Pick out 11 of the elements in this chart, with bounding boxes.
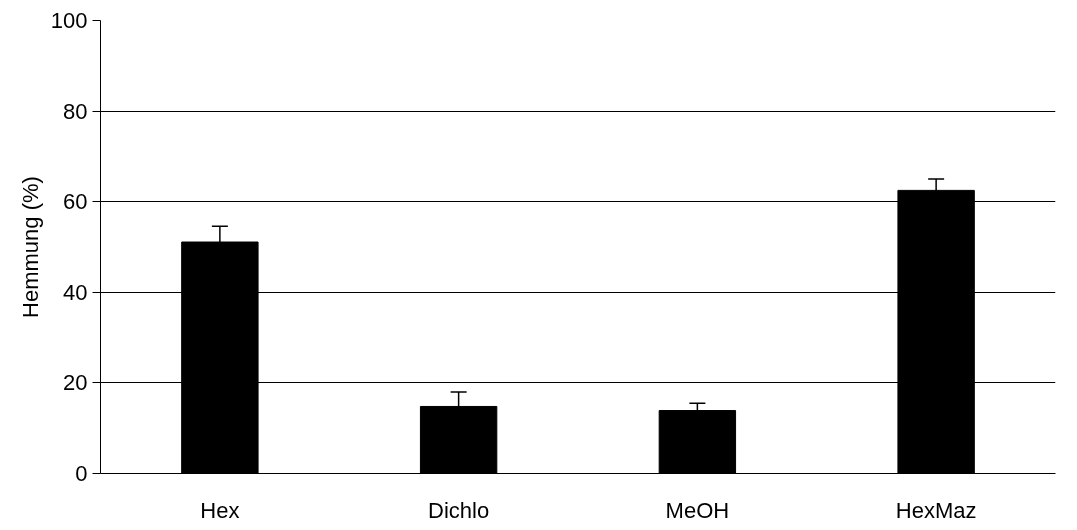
y-tick-label: 60 — [63, 189, 88, 215]
x-tick-label: MeOH — [665, 497, 730, 523]
x-tick-label: HexMaz — [895, 497, 977, 523]
y-tick-label: 40 — [63, 279, 88, 305]
y-tick-label: 20 — [63, 370, 88, 396]
x-tick-label: Dichlo — [428, 497, 490, 523]
y-axis-title: Hemmung (%) — [17, 176, 43, 318]
y-tick-label: 100 — [50, 8, 88, 33]
y-tick-label: 0 — [75, 461, 88, 486]
y-tick-label: 80 — [63, 98, 88, 124]
x-tick-label: Hex — [200, 497, 240, 523]
